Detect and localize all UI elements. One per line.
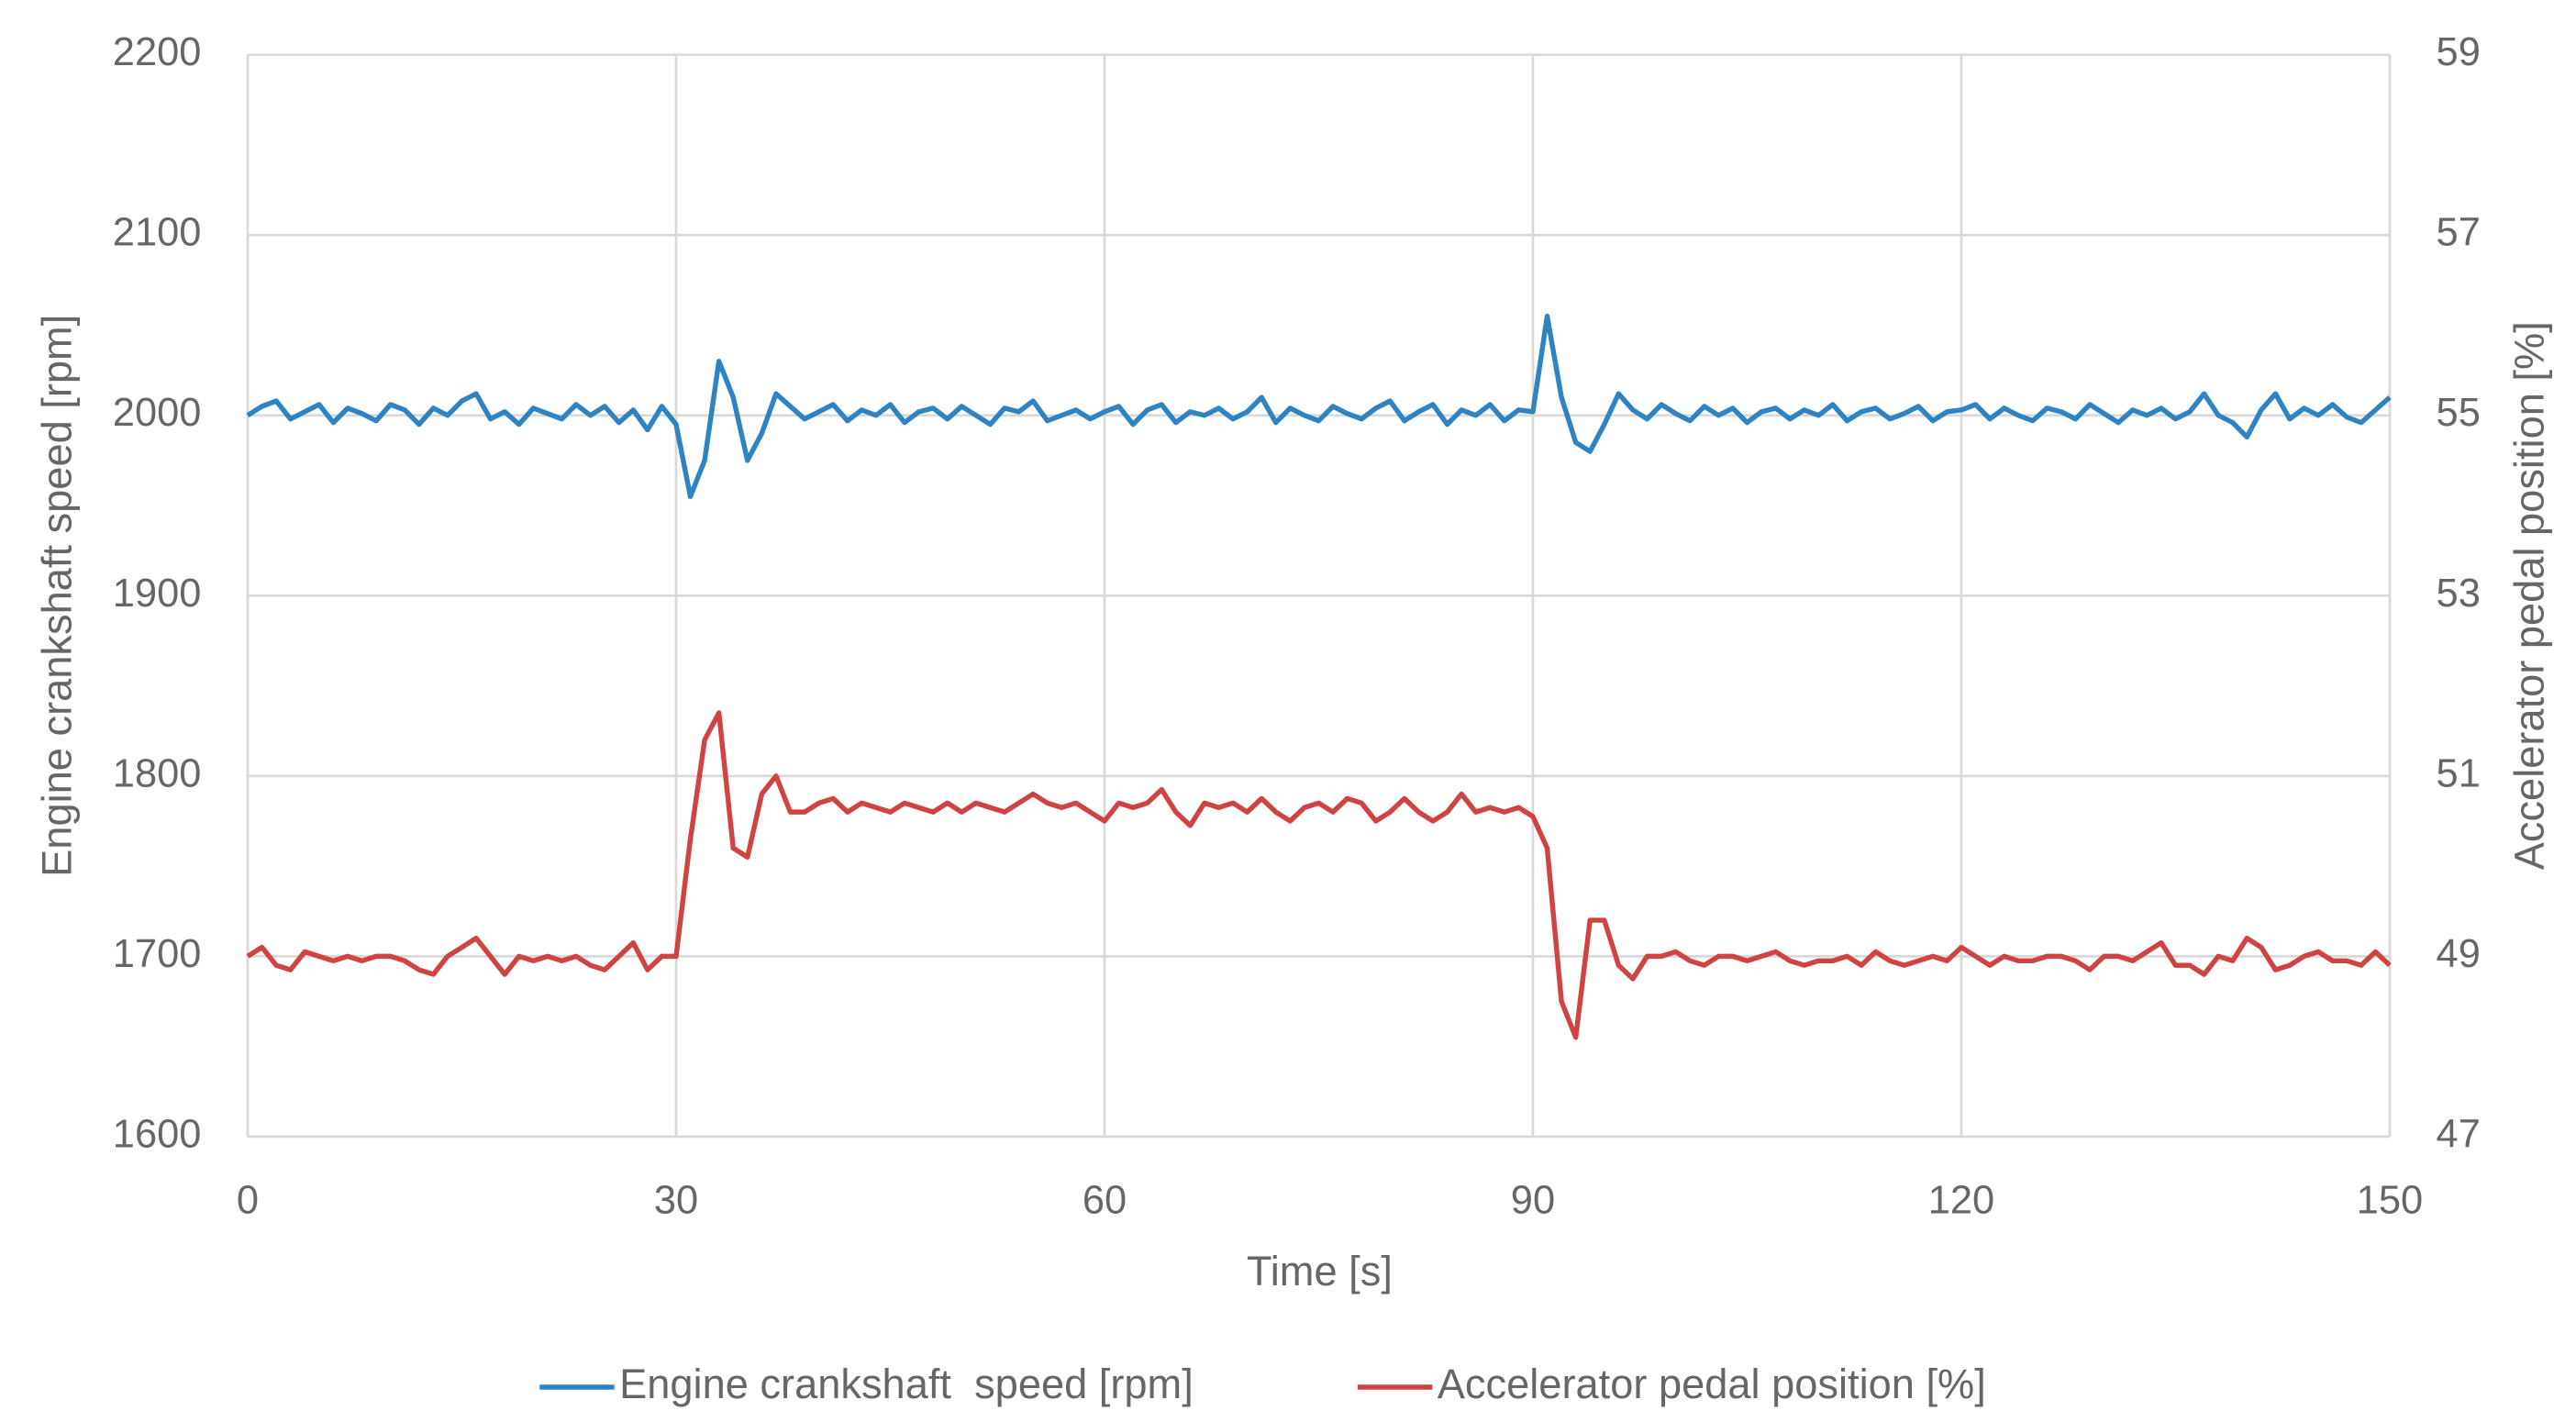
y-axis-title: Engine crankshaft speed [rpm] (34, 315, 81, 877)
x-tick-label: 0 (237, 1179, 259, 1223)
legend-label: Engine crankshaft speed [rpm] (619, 1361, 1194, 1407)
y2-tick-label: 57 (2437, 211, 2481, 255)
y-tick-label: 1700 (113, 932, 202, 976)
y-tick-label: 2100 (113, 211, 202, 255)
y2-tick-label: 53 (2437, 572, 2481, 616)
x-tick-label: 120 (1928, 1179, 1994, 1223)
y2-tick-label: 51 (2437, 751, 2481, 795)
y2-axis-title: Accelerator pedal position [%] (2505, 321, 2552, 870)
y-tick-label: 1900 (113, 572, 202, 616)
x-axis-title: Time [s] (1247, 1248, 1393, 1294)
x-tick-label: 30 (654, 1179, 698, 1223)
legend-label: Accelerator pedal position [%] (1438, 1361, 1986, 1407)
y-tick-label: 2200 (113, 30, 202, 74)
data-line (246, 710, 2392, 1040)
y-tick-label: 2000 (113, 391, 202, 435)
x-tick-label: 150 (2357, 1179, 2423, 1223)
y2-tick-label: 49 (2437, 932, 2481, 976)
data-line (246, 313, 2392, 499)
y-tick-label: 1800 (113, 751, 202, 795)
y2-tick-label: 59 (2437, 30, 2481, 74)
x-tick-label: 90 (1511, 1179, 1555, 1223)
y-tick-label: 1600 (113, 1112, 202, 1156)
y2-tick-label: 55 (2437, 391, 2481, 435)
y2-tick-label: 47 (2437, 1112, 2481, 1156)
x-tick-label: 60 (1083, 1179, 1127, 1223)
